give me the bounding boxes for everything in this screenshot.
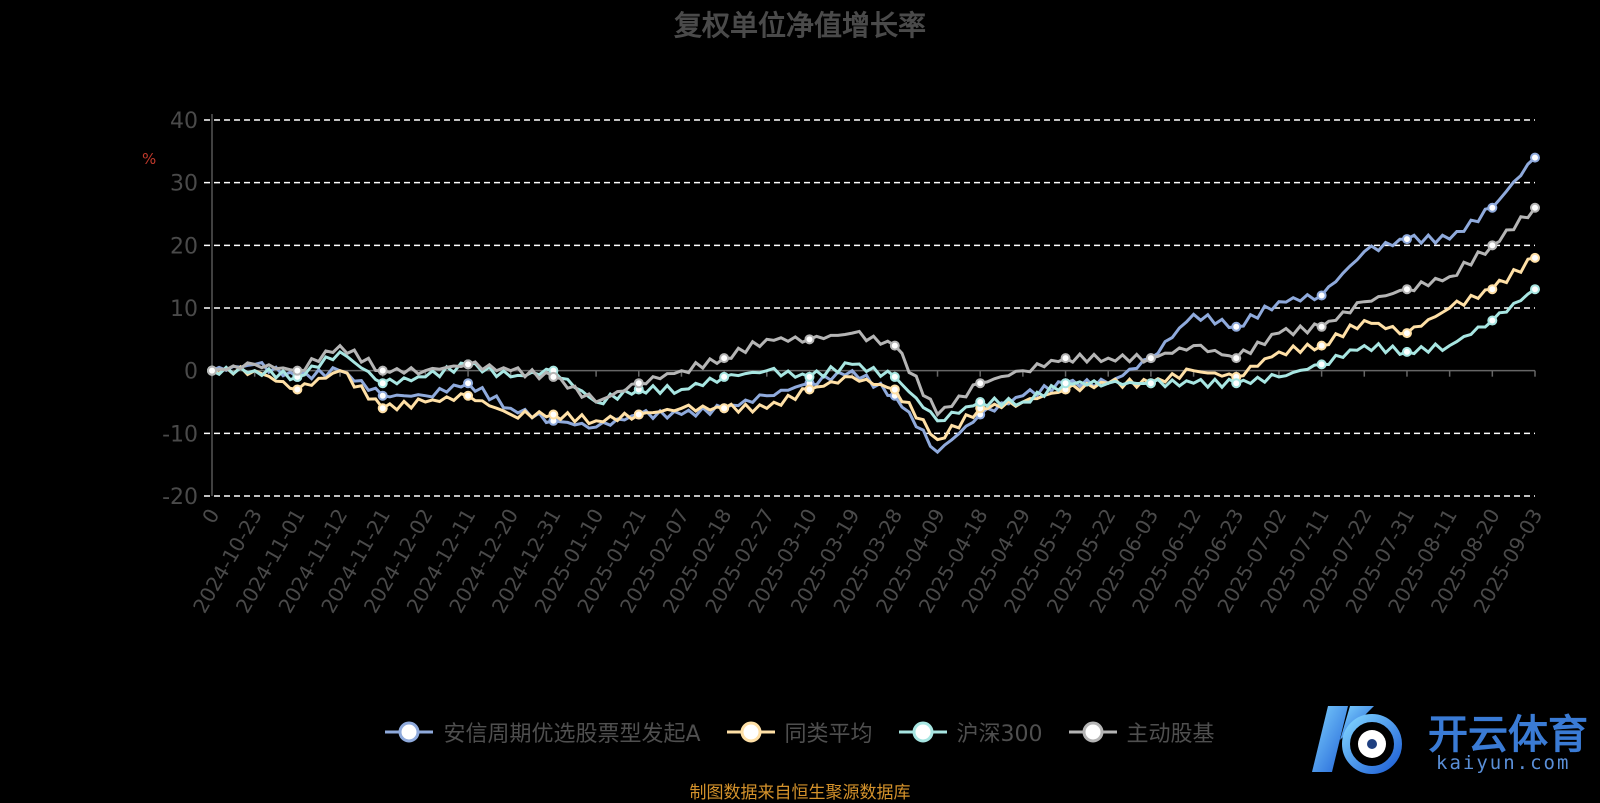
data-point[interactable] [719,403,730,414]
data-point[interactable] [1060,378,1071,389]
data-point[interactable] [463,378,474,389]
data-point[interactable] [975,378,986,389]
data-point[interactable] [889,384,900,395]
data-point[interactable] [377,390,388,401]
data-point[interactable] [1487,202,1498,213]
data-point[interactable] [889,340,900,351]
kaiyun-logo: 开云体育 kaiyun.com [1310,700,1600,780]
data-point[interactable] [1231,353,1242,364]
legend-label: 安信周期优选股票型发起A [443,722,701,747]
chart-title: 复权单位净值增长率 [673,9,926,42]
y-tick-label: -20 [162,485,198,510]
data-point[interactable] [1145,353,1156,364]
data-point[interactable] [633,409,644,420]
legend-item-4[interactable]: 主动股基 [1068,716,1215,748]
y-tick-label: 0 [184,360,198,385]
data-point[interactable] [975,397,986,407]
data-point[interactable] [1060,353,1071,364]
data-point[interactable] [804,371,815,382]
y-tick-label: -10 [162,422,198,447]
y-tick-label: 10 [170,297,198,322]
data-point[interactable] [1487,240,1498,251]
data-point[interactable] [719,371,730,382]
data-point[interactable] [1401,346,1412,357]
series-line-2 [211,256,1536,442]
y-axis-label: % [142,150,157,168]
series-line-3 [211,287,1536,423]
legend-swatch [898,720,947,744]
data-point[interactable] [1487,284,1498,295]
data-point[interactable] [377,365,388,376]
data-point[interactable] [292,384,303,395]
legend-item-2[interactable]: 同类平均 [726,716,873,748]
data-point[interactable] [1401,284,1412,295]
data-point[interactable] [1401,328,1412,339]
legend-label: 沪深300 [956,722,1043,747]
data-point[interactable] [548,409,559,420]
legend-swatch [726,720,775,744]
data-point[interactable] [1530,284,1540,295]
data-point[interactable] [633,378,644,389]
data-point[interactable] [1145,378,1156,389]
data-point[interactable] [1231,378,1242,389]
data-point[interactable] [1316,359,1327,370]
data-point[interactable] [889,371,900,382]
data-point[interactable] [377,403,388,414]
data-point[interactable] [719,353,730,364]
legend-label: 主动股基 [1126,722,1215,747]
data-point[interactable] [1316,321,1327,332]
data-point[interactable] [1316,290,1327,301]
data-point[interactable] [377,378,388,389]
data-point[interactable] [292,365,303,376]
x-tick-label: 0 [197,505,224,528]
y-tick-label: 20 [170,234,198,259]
y-tick-label: 40 [170,109,198,134]
legend-label: 同类平均 [784,722,873,747]
legend-item-3[interactable]: 沪深300 [898,716,1043,748]
series-line-4 [211,206,1537,418]
logo-en-text: kaiyun.com [1436,752,1571,774]
chart-legend: 安信周期优选股票型发起A 同类平均 沪深300 主动股基 [0,716,1600,748]
legend-swatch [1068,720,1117,744]
data-point[interactable] [1401,234,1412,245]
source-note: 制图数据来自恒生聚源数据库 [689,783,911,803]
legend-swatch [385,720,434,744]
data-point[interactable] [463,359,474,370]
data-point[interactable] [1487,315,1498,326]
data-point[interactable] [207,365,217,376]
legend-item-1[interactable]: 安信周期优选股票型发起A [385,716,701,748]
y-tick-label: 30 [170,172,198,197]
data-point[interactable] [1530,152,1540,163]
kaiyun-logo-icon [1312,706,1402,774]
data-point[interactable] [463,390,474,401]
data-point[interactable] [1231,321,1242,332]
data-point[interactable] [1316,340,1327,351]
data-point[interactable] [804,384,815,395]
line-chart: -20-1001020304002024-10-232024-11-012024… [162,109,1547,617]
series-line-1 [211,156,1537,455]
data-point[interactable] [804,334,815,345]
data-point[interactable] [548,371,559,382]
data-point[interactable] [1530,252,1540,263]
data-point[interactable] [1530,202,1540,213]
logo-cn-text: 开云体育 [1428,712,1588,758]
